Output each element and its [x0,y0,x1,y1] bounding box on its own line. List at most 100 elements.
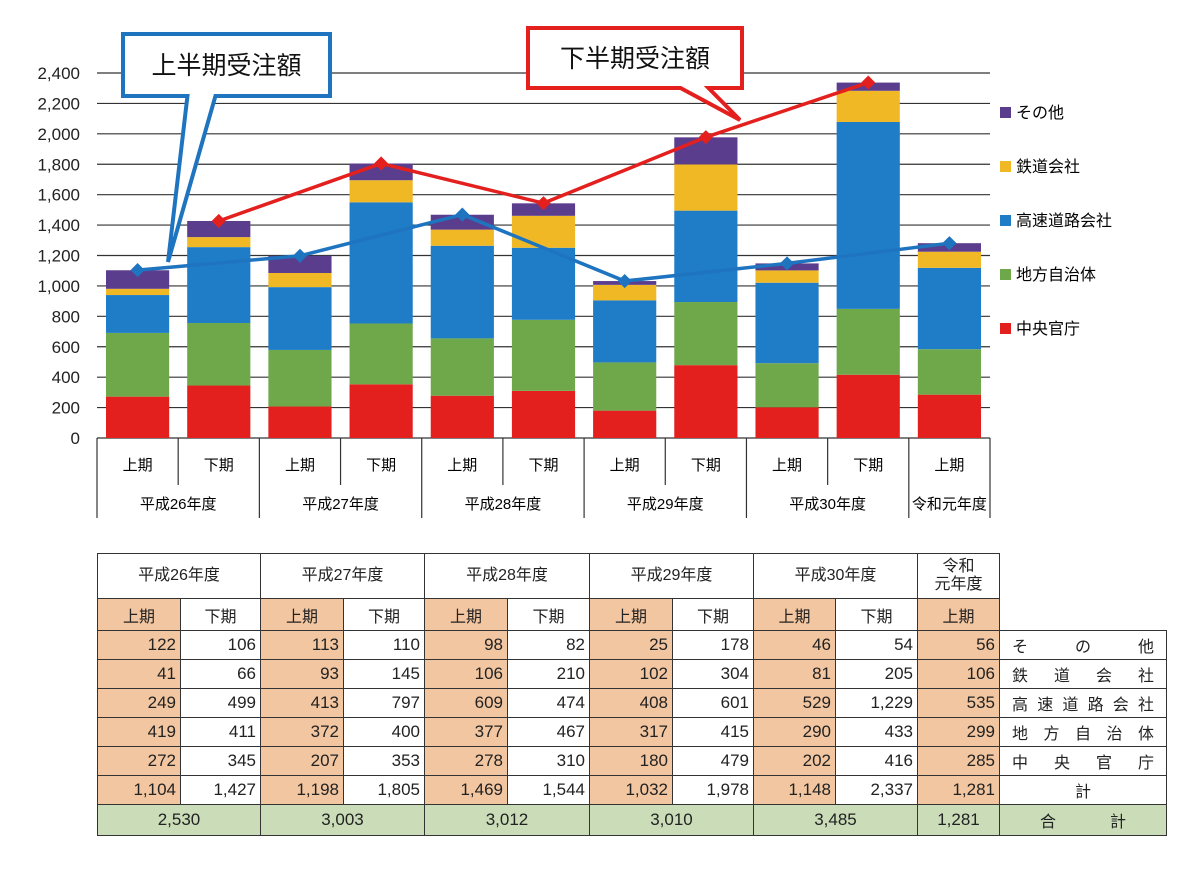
y-tick-label: 1,800 [37,155,80,174]
bar-segment [836,374,900,438]
value-cell: 1,281 [917,775,1000,805]
bar-segment [268,287,332,350]
value-cell: 41 [97,659,181,689]
value-cell: 408 [589,688,673,718]
bar-segment [430,229,494,246]
period-header: 下期 [507,598,590,631]
value-cell: 46 [753,630,836,660]
value-cell: 413 [260,688,344,718]
value-cell: 535 [917,688,1000,718]
value-cell: 345 [180,746,261,776]
x-tick-label: 下期 [528,457,558,474]
value-cell: 202 [753,746,836,776]
bar-segment [674,210,738,303]
row-label: その他 [999,630,1167,660]
table-header-row: 平成26年度 平成27年度 平成28年度 平成29年度 平成30年度 令和 元年度 [97,553,1167,599]
value-cell: 474 [507,688,590,718]
value-cell: 272 [97,746,181,776]
grand-total-cell: 3,012 [424,804,590,836]
bar-segment [187,220,251,238]
value-cell: 207 [260,746,344,776]
value-cell: 601 [672,688,754,718]
bar-segment [755,407,819,438]
y-tick-label: 2,200 [37,94,80,113]
callout-lower-half: 下半期受注額 [526,26,744,122]
blank-cell [1000,554,1167,599]
bar-segment [511,390,576,438]
grand-total-cell: 3,485 [753,804,918,836]
bar-segment [106,295,170,333]
bar-segment [674,365,738,438]
line-marker [455,207,470,222]
bar-segment [268,255,332,273]
value-cell: 285 [917,746,1000,776]
bar-segment [755,363,819,408]
x-tick-label: 上期 [610,457,640,474]
value-cell: 299 [917,717,1000,747]
value-cell: 479 [672,746,754,776]
value-cell: 25 [589,630,673,660]
x-tick-label: 上期 [934,457,964,474]
grand-total-label: 合計 [999,804,1167,836]
legend-label: 地方自治体 [1016,266,1096,284]
legend-swatch [1000,107,1011,118]
y-tick-label: 0 [71,429,80,448]
value-cell: 1,198 [260,775,344,805]
table-row: 41 66 93 145 106 210 102 304 81 205 106 鉄道会社 [97,659,1167,689]
value-cell: 2,337 [835,775,918,805]
row-label: 中央官庁 [999,746,1167,776]
x-tick-label: 下期 [853,457,883,474]
value-cell: 411 [180,717,261,747]
year-header: 平成29年度 [589,553,754,599]
grand-total-cell: 3,003 [260,804,425,836]
value-cell: 66 [180,659,261,689]
value-cell: 106 [917,659,1000,689]
value-cell: 205 [835,659,918,689]
bar-segment [917,394,981,438]
row-label: 計 [999,775,1167,805]
row-label: 地方自治体 [999,717,1167,747]
value-cell: 180 [589,746,673,776]
legend-swatch [1000,161,1011,172]
bar-segment [349,323,413,385]
value-cell: 310 [507,746,590,776]
period-header: 下期 [672,598,754,631]
line-marker [779,256,795,271]
value-cell: 145 [343,659,425,689]
value-cell: 1,032 [589,775,673,805]
grand-total-cell: 3,010 [589,804,754,836]
value-cell: 529 [753,688,836,718]
y-tick-label: 1,200 [37,247,80,266]
legend-label: その他 [1016,104,1064,122]
x-tick-label: 上期 [123,457,153,474]
bar-segment [511,247,576,320]
period-header: 上期 [917,598,1000,631]
bar-segment [836,308,900,375]
value-cell: 110 [343,630,425,660]
value-cell: 609 [424,688,508,718]
x-tick-label: 下期 [204,457,234,474]
line-marker [861,75,876,90]
bar-segment [187,385,251,438]
y-tick-label: 200 [52,399,80,418]
value-cell: 106 [424,659,508,689]
bar-segment [187,323,251,386]
year-header: 平成27年度 [260,553,425,599]
bar-segment [430,245,494,339]
x-group-label: 平成29年度 [627,496,704,513]
value-cell: 113 [260,630,344,660]
bar-segment [593,410,657,438]
bar-segment [755,282,819,364]
bar-segment [430,395,494,438]
data-table: 平成26年度 平成27年度 平成28年度 平成29年度 平成30年度 令和 元年度 上期 下期上… [97,553,1167,836]
period-header: 下期 [343,598,425,631]
bar-segment [917,349,981,395]
value-cell: 56 [917,630,1000,660]
value-cell: 1,469 [424,775,508,805]
table-row: 249 499 413 797 609 474 408 601 529 1,229 535 高速道路会… [97,688,1167,718]
callout-label: 下半期受注額 [560,45,710,73]
period-header: 下期 [835,598,918,631]
callout-label: 上半期受注額 [151,52,301,80]
bar-segment [836,121,900,309]
value-cell: 416 [835,746,918,776]
